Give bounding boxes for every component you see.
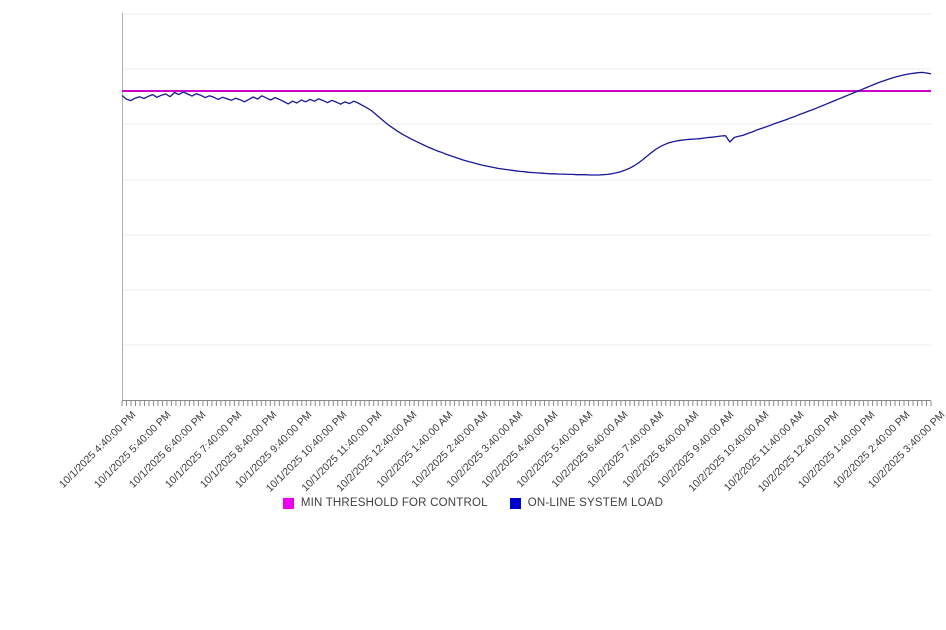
legend-swatch-magenta: [282, 497, 294, 509]
legend-item-system-load[interactable]: ON-LINE SYSTEM LOAD: [509, 497, 664, 509]
legend-item-min-threshold[interactable]: MIN THRESHOLD FOR CONTROL: [282, 497, 488, 509]
legend-label-system-load: ON-LINE SYSTEM LOAD: [527, 497, 664, 509]
series-line-on-line-system-load: [121, 71, 932, 176]
chart-plot-area: [121, 13, 932, 406]
gridlines: [122, 13, 931, 346]
chart-container: 10/1/2025 4:40:00 PM 10/1/2025 5:40:00 PM…: [0, 13, 946, 509]
legend-swatch-blue: [509, 497, 521, 509]
x-axis-tick-marks: [121, 401, 932, 406]
legend-label-min-threshold: MIN THRESHOLD FOR CONTROL: [300, 497, 488, 509]
chart-legend: MIN THRESHOLD FOR CONTROL ON-LINE SYSTEM…: [0, 497, 946, 509]
